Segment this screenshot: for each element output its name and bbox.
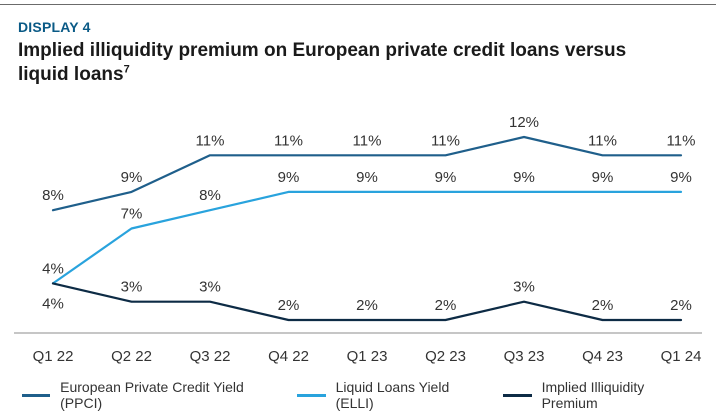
data-label: 9% — [513, 169, 535, 186]
series-line-2 — [51, 190, 683, 285]
data-label: 11% — [196, 132, 225, 149]
data-label: 9% — [356, 169, 378, 186]
x-tick-label: Q2 23 — [425, 348, 466, 365]
x-tick-label: Q1 24 — [661, 348, 702, 365]
legend-swatch — [503, 393, 532, 397]
top-rule — [0, 4, 716, 5]
data-label: 4% — [42, 260, 64, 277]
x-tick-label: Q1 23 — [347, 348, 388, 365]
data-label: 4% — [42, 295, 64, 312]
data-label: 9% — [670, 169, 692, 186]
x-tick-label: Q3 22 — [190, 348, 231, 365]
data-label: 8% — [42, 187, 64, 204]
legend-label: Liquid Loans Yield (ELLI) — [335, 379, 450, 411]
data-label: 11% — [431, 132, 460, 149]
x-tick-label: Q4 23 — [582, 348, 623, 365]
data-label: 2% — [278, 297, 300, 314]
chart-title-text: Implied illiquidity premium on European … — [18, 40, 627, 85]
data-label: 11% — [667, 132, 696, 149]
legend-label: European Private Credit Yield (PPCI) — [60, 379, 244, 411]
chart-legend: European Private Credit Yield (PPCI) Liqu… — [22, 379, 716, 411]
data-label: 2% — [592, 297, 614, 314]
display-label: DISPLAY 4 — [18, 19, 91, 35]
data-label: 11% — [274, 132, 303, 149]
title-footnote: 7 — [123, 63, 130, 76]
data-label: 8% — [199, 187, 221, 204]
data-label: 11% — [588, 132, 617, 149]
data-label: 9% — [278, 169, 300, 186]
data-label: 7% — [121, 206, 143, 223]
series-line-1 — [51, 135, 683, 212]
series-line-3 — [51, 282, 683, 322]
data-label: 2% — [670, 297, 692, 314]
data-label: 2% — [356, 297, 378, 314]
data-label: 3% — [199, 279, 221, 296]
data-label: 2% — [435, 297, 457, 314]
x-tick-label: Q3 23 — [504, 348, 545, 365]
legend-label: Implied Illiquidity Premium — [541, 379, 645, 411]
x-tick-label: Q2 22 — [111, 348, 152, 365]
legend-swatch — [22, 393, 51, 397]
data-label: 9% — [435, 169, 457, 186]
data-label: 12% — [509, 114, 539, 131]
legend-item-1: European Private Credit Yield (PPCI) — [22, 379, 275, 411]
data-label: 11% — [353, 132, 382, 149]
chart-title: Implied illiquidity premium on European … — [18, 39, 678, 87]
x-tick-label: Q1 22 — [33, 348, 74, 365]
data-label: 9% — [592, 169, 614, 186]
data-label: 3% — [513, 279, 535, 296]
data-label: 3% — [121, 279, 143, 296]
legend-item-3: Implied Illiquidity Premium — [503, 379, 694, 411]
legend-item-2: Liquid Loans Yield (ELLI) — [297, 379, 481, 411]
legend-swatch — [297, 393, 326, 397]
data-label: 9% — [121, 169, 143, 186]
x-tick-label: Q4 22 — [268, 348, 309, 365]
